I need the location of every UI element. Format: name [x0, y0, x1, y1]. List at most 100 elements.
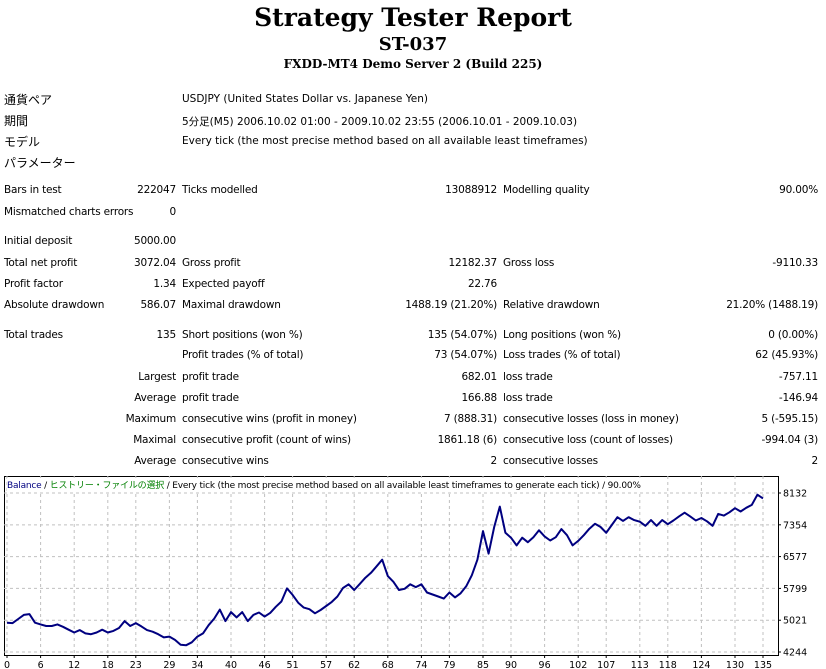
stats-value-3: 90.00%	[779, 184, 818, 196]
stats-label-2: Short positions (won %)	[182, 329, 303, 341]
stats-value-1: Maximal	[133, 434, 176, 446]
stats-label-2: Gross profit	[182, 257, 241, 269]
stats-value-3: 62 (45.93%)	[755, 349, 818, 361]
x-tick-label: 135	[754, 660, 772, 669]
x-tick-label: 40	[225, 660, 237, 669]
server-name: FXDD-MT4 Demo Server 2 (Build 225)	[283, 57, 543, 71]
stats-value-1: Average	[134, 455, 176, 467]
stats-label-2: Ticks modelled	[182, 184, 258, 196]
legend-series: Balance	[7, 481, 42, 491]
stats-label-3: Long positions (won %)	[503, 329, 621, 341]
y-tick-label: 5021	[783, 616, 807, 627]
stats-value-3: -9110.33	[772, 257, 818, 269]
x-tick-label: 68	[382, 660, 394, 669]
info-value-period: 5分足(M5) 2006.10.02 01:00 - 2009.10.02 23…	[182, 116, 578, 128]
stats-label-3: Loss trades (% of total)	[503, 349, 621, 361]
stats-value-2: 22.76	[467, 278, 497, 290]
stats-value-3: 5 (-595.15)	[761, 413, 818, 425]
legend-symbol: ヒストリー・ファイルの選択	[49, 481, 165, 491]
stats-label-3: consecutive losses	[503, 455, 598, 467]
stats-label-1: Bars in test	[4, 184, 62, 196]
x-tick-label: 124	[692, 660, 710, 669]
x-tick-label: 51	[287, 660, 299, 669]
stats-value-1: 5000.00	[133, 235, 176, 247]
stats-value-2: 166.88	[461, 392, 497, 404]
stats-label-2: Profit trades (% of total)	[182, 349, 304, 361]
stats-value-3: 2	[811, 455, 819, 467]
x-tick-label: 74	[415, 660, 427, 669]
stats-value-3: 0 (0.00%)	[768, 329, 818, 341]
stats-label-3: consecutive losses (loss in money)	[503, 413, 679, 425]
info-label-period: 期間	[4, 114, 29, 128]
y-tick-label: 4244	[783, 648, 807, 659]
stats-label-3: loss trade	[503, 371, 553, 383]
x-tick-label: 102	[569, 660, 587, 669]
stats-label-2: consecutive wins (profit in money)	[182, 413, 357, 425]
stats-label-1: Absolute drawdown	[4, 299, 105, 311]
stats-value-3: -146.94	[778, 392, 818, 404]
x-tick-label: 23	[130, 660, 142, 669]
x-tick-label: 96	[539, 660, 551, 669]
stats-value-1: 586.07	[140, 299, 176, 311]
stats-value-1: 1.34	[153, 278, 176, 290]
report-title: Strategy Tester Report	[254, 3, 572, 32]
stats-value-2: 1861.18 (6)	[437, 434, 498, 446]
stats-value-1: Maximum	[125, 413, 177, 425]
stats-label-1: Profit factor	[4, 278, 63, 290]
x-tick-label: 18	[102, 660, 114, 669]
stats-label-2: profit trade	[182, 392, 239, 404]
balance-line	[6, 493, 764, 647]
stats-value-2: 73 (54.07%)	[434, 349, 497, 361]
x-tick-label: 12	[68, 660, 80, 669]
stats-value-1: 0	[169, 206, 177, 218]
legend-sep: /	[41, 481, 50, 491]
stats-value-1: Largest	[138, 371, 176, 383]
x-tick-label: 62	[348, 660, 360, 669]
stats-value-2: 12182.37	[448, 257, 497, 269]
stats-label-2: Maximal drawdown	[182, 299, 281, 311]
x-tick-label: 6	[38, 660, 44, 669]
info-label-model: モデル	[4, 135, 41, 149]
stats-value-3: 21.20% (1488.19)	[726, 299, 818, 311]
x-tick-label: 90	[505, 660, 517, 669]
stats-label-1: Total net profit	[4, 257, 78, 269]
stats-label-1: Mismatched charts errors	[4, 206, 134, 218]
stats-label-3: Modelling quality	[503, 184, 590, 196]
stats-label-3: loss trade	[503, 392, 553, 404]
plot-frame	[4, 476, 779, 656]
y-tick-label: 5799	[783, 584, 807, 595]
stats-value-2: 13088912	[445, 184, 497, 196]
x-tick-label: 0	[4, 660, 10, 669]
stats-label-2: Expected payoff	[182, 278, 265, 290]
stats-value-2: 2	[490, 455, 498, 467]
info-label-parameters: パラメーター	[4, 156, 76, 170]
x-tick-label: 79	[443, 660, 455, 669]
expert-name: ST-037	[378, 34, 448, 55]
stats-label-1: Initial deposit	[4, 235, 73, 247]
balance-chart: 8132 7354 6577 5799 5021 4244 0 6 12 18 23 29 34 40 46…	[4, 476, 807, 669]
x-tick-label: 34	[191, 660, 203, 669]
y-tick-label: 7354	[783, 520, 807, 531]
x-tick-label: 85	[477, 660, 489, 669]
stats-label-3: Gross loss	[503, 257, 555, 269]
y-tick-label: 8132	[783, 489, 807, 500]
y-tick-label: 6577	[783, 552, 807, 563]
stats-value-2: 1488.19 (21.20%)	[405, 299, 497, 311]
x-tick-label: 113	[631, 660, 649, 669]
x-tick-label: 29	[163, 660, 175, 669]
stats-value-1: 135	[156, 329, 177, 341]
stats-value-1: Average	[134, 392, 176, 404]
stats-label-2: consecutive wins	[182, 455, 269, 467]
stats-label-1: Total trades	[4, 329, 63, 341]
info-value-model: Every tick (the most precise method base…	[182, 135, 588, 147]
info-value-symbol: USDJPY (United States Dollar vs. Japanes…	[182, 93, 428, 105]
stats-label-2: profit trade	[182, 371, 239, 383]
x-tick-label: 107	[597, 660, 615, 669]
x-tick-label: 118	[659, 660, 677, 669]
x-tick-label: 46	[259, 660, 271, 669]
stats-label-3: consecutive loss (count of losses)	[503, 434, 673, 446]
legend-rest: / Every tick (the most precise method ba…	[164, 481, 641, 491]
info-label-symbol: 通貨ペア	[4, 93, 53, 107]
stats-value-2: 135 (54.07%)	[427, 329, 497, 341]
chart-legend: Balance / ヒストリー・ファイルの選択 / Every tick (th…	[7, 478, 641, 491]
